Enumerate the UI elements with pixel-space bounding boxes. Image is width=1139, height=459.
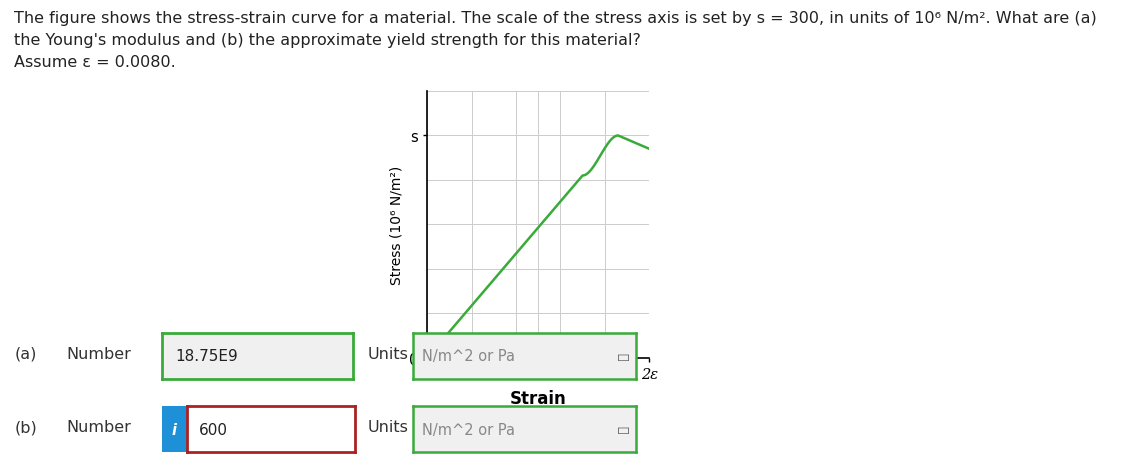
Text: the Young's modulus and (b) the approximate yield strength for this material?: the Young's modulus and (b) the approxim… — [14, 33, 640, 48]
Text: ⤵: ⤵ — [616, 425, 629, 433]
Text: (b): (b) — [15, 420, 38, 434]
Text: Number: Number — [66, 420, 131, 434]
Text: 18.75E9: 18.75E9 — [175, 348, 238, 363]
Text: (a): (a) — [15, 346, 38, 361]
Text: Units: Units — [368, 346, 409, 361]
Text: i: i — [172, 422, 177, 437]
Text: The figure shows the stress-strain curve for a material. The scale of the stress: The figure shows the stress-strain curve… — [14, 11, 1097, 27]
Text: Number: Number — [66, 346, 131, 361]
Text: N/m^2 or Pa: N/m^2 or Pa — [423, 348, 515, 363]
Y-axis label: Stress (10⁶ N/m²): Stress (10⁶ N/m²) — [390, 165, 403, 285]
Text: Units: Units — [368, 420, 409, 434]
X-axis label: Strain: Strain — [510, 389, 566, 407]
Text: 600: 600 — [198, 422, 228, 437]
Text: ⤵: ⤵ — [616, 352, 629, 359]
Text: N/m^2 or Pa: N/m^2 or Pa — [423, 422, 515, 437]
Text: Assume ε = 0.0080.: Assume ε = 0.0080. — [14, 55, 175, 70]
